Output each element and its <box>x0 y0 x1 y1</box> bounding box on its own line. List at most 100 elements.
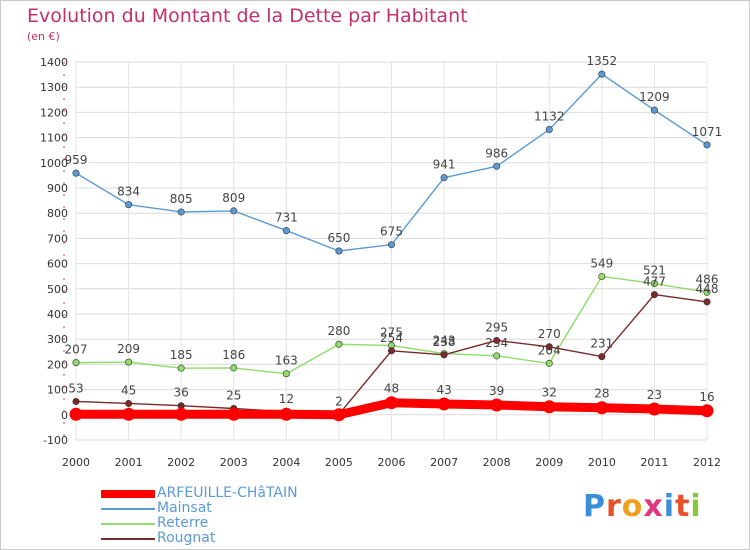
data-point <box>122 407 136 421</box>
data-point <box>545 343 553 351</box>
data-label: 231 <box>590 337 613 351</box>
x-tick-label: 2004 <box>272 456 300 469</box>
data-label: 521 <box>643 264 666 278</box>
data-label: 2 <box>335 394 343 408</box>
y-tick-label: 1400 <box>40 56 68 69</box>
data-point <box>490 398 504 412</box>
data-point <box>72 397 80 405</box>
data-point <box>279 407 293 421</box>
y-tick-label: 1300 <box>40 81 68 94</box>
data-label: 1132 <box>534 110 565 124</box>
data-point <box>598 70 606 78</box>
data-label: 959 <box>65 153 88 167</box>
data-point <box>177 364 185 372</box>
data-point <box>282 227 290 235</box>
data-point <box>230 364 238 372</box>
data-point <box>598 272 606 280</box>
data-point <box>72 359 80 367</box>
data-point <box>595 401 609 415</box>
data-point <box>647 402 661 416</box>
y-tick-label: -100 <box>43 434 68 447</box>
data-point <box>437 397 451 411</box>
legend-label-mainsat: Mainsat <box>157 500 212 516</box>
logo-letter: i <box>690 489 702 524</box>
data-label: 243 <box>433 334 456 348</box>
data-point <box>493 336 501 344</box>
logo-letter: o <box>621 489 644 524</box>
y-tick-label: 200 <box>47 358 68 371</box>
data-point <box>230 207 238 215</box>
data-label: 834 <box>117 185 140 199</box>
logo-letter: i <box>663 489 676 524</box>
y-tick-label: 1200 <box>40 106 68 119</box>
data-label: 1071 <box>692 125 723 139</box>
chart-title: Evolution du Montant de la Dette par Hab… <box>27 5 468 27</box>
data-point <box>703 141 711 149</box>
data-point <box>440 174 448 182</box>
logo-letter: r <box>606 489 622 524</box>
y-tick-label: 1100 <box>40 132 68 145</box>
data-label: 207 <box>65 343 88 357</box>
chart-subtitle: (en €) <box>27 30 60 43</box>
data-label: 238 <box>433 335 456 349</box>
data-label: 809 <box>222 191 245 205</box>
data-label: 45 <box>121 383 136 397</box>
data-point <box>125 201 133 209</box>
data-label: 448 <box>696 282 719 296</box>
x-tick-label: 2011 <box>640 456 668 469</box>
data-point <box>545 359 553 367</box>
data-point <box>650 291 658 299</box>
data-point <box>387 347 395 355</box>
data-point <box>493 162 501 170</box>
data-point <box>125 358 133 366</box>
data-label: 53 <box>68 381 83 395</box>
legend-label-arfeuille: ARFEUILLE-CHâTAIN <box>157 485 298 501</box>
legend-swatch-rougnat <box>101 538 155 540</box>
data-point <box>385 396 398 410</box>
data-label: 186 <box>222 348 245 362</box>
y-tick-label: 900 <box>47 182 68 195</box>
data-label: 986 <box>485 146 508 160</box>
data-point <box>387 241 395 249</box>
x-tick-label: 2009 <box>535 456 563 469</box>
x-tick-label: 2010 <box>588 456 616 469</box>
data-label: 275 <box>380 326 403 340</box>
data-label: 23 <box>647 388 662 402</box>
x-tick-label: 2005 <box>325 456 353 469</box>
data-point <box>282 370 290 378</box>
data-point <box>700 404 714 418</box>
y-tick-label: 600 <box>47 258 68 271</box>
data-label: 48 <box>384 382 399 396</box>
data-label: 32 <box>542 386 557 400</box>
data-point <box>332 408 346 422</box>
logo-letter: t <box>675 489 691 524</box>
data-point <box>174 407 188 421</box>
data-point <box>177 208 185 216</box>
data-label: 1352 <box>587 54 618 68</box>
data-label: 185 <box>170 348 193 362</box>
data-point <box>335 340 343 348</box>
legend-label-reterre: Reterre <box>157 515 209 531</box>
data-label: 650 <box>327 231 350 245</box>
x-tick-label: 2012 <box>693 456 721 469</box>
data-point <box>703 288 711 296</box>
data-label: 36 <box>174 386 189 400</box>
x-tick-label: 2003 <box>220 456 248 469</box>
x-tick-label: 2001 <box>115 456 143 469</box>
data-label: 204 <box>538 343 561 357</box>
data-label: 12 <box>279 392 294 406</box>
y-tick-label: 0 <box>61 409 68 422</box>
data-label: 675 <box>380 225 403 239</box>
legend-label-rougnat: Rougnat <box>157 530 216 546</box>
legend-swatch-reterre <box>101 523 155 525</box>
data-label: 805 <box>170 192 193 206</box>
data-label: 549 <box>590 256 613 270</box>
data-label: 280 <box>327 324 350 338</box>
data-label: 163 <box>275 354 298 368</box>
y-tick-label: 500 <box>47 283 68 296</box>
data-point <box>227 407 241 421</box>
data-point <box>542 400 556 414</box>
data-label: 486 <box>696 272 719 286</box>
